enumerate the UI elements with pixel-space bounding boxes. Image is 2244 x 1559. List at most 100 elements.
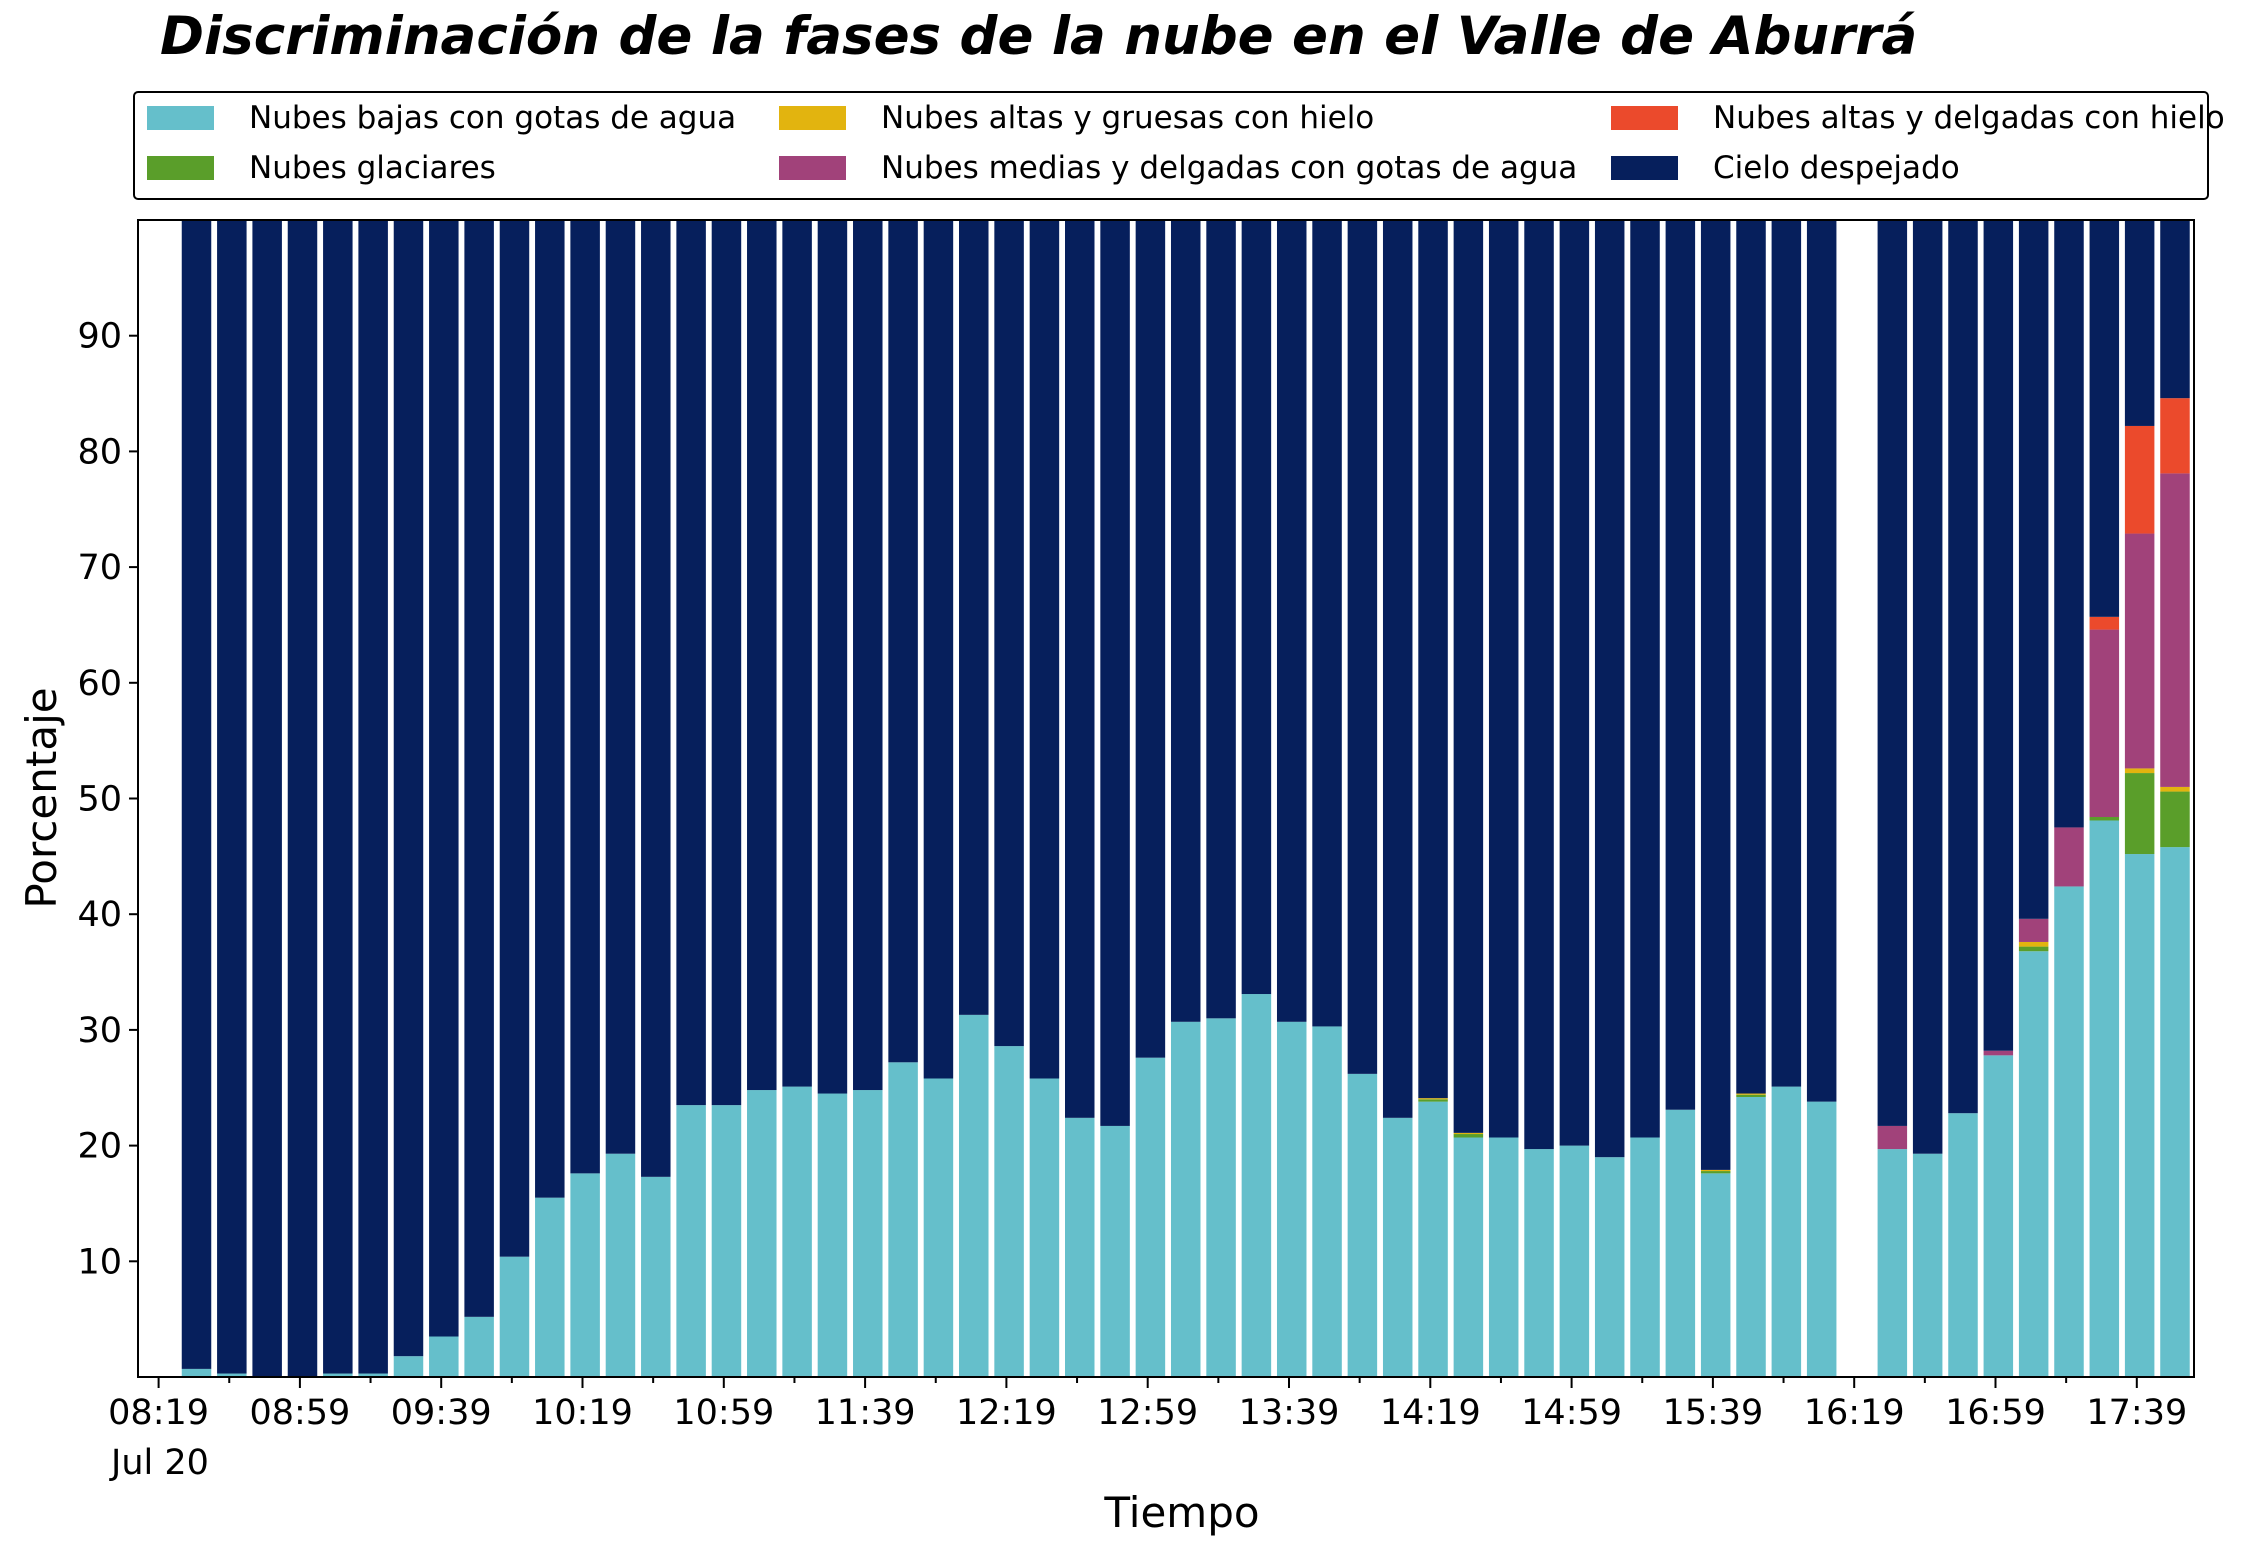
bar-segment-s5-50 <box>1948 220 1978 1114</box>
bar-segment-s0-46 <box>1806 1101 1837 1377</box>
bar-segment-s0-9 <box>499 1256 530 1377</box>
bar-segment-s0-35 <box>1418 1101 1448 1377</box>
bar-segment-s5-35 <box>1418 220 1448 1099</box>
bar-segment-s5-8 <box>464 220 494 1317</box>
y-tick-label: 40 <box>77 895 122 935</box>
bar-segment-s0-5 <box>358 1373 388 1377</box>
bar-segment-s0-6 <box>393 1356 424 1377</box>
bar-segment-s5-55 <box>2124 220 2155 426</box>
bar-segment-s5-25 <box>1065 220 1095 1118</box>
bar-segment-s4-56 <box>2160 398 2190 474</box>
x-tick-label: 10:19 <box>532 1393 633 1433</box>
bar-segment-s5-28 <box>1170 220 1201 1022</box>
y-tick-label: 70 <box>77 548 122 588</box>
x-tick-label: 16:59 <box>1945 1393 2046 1433</box>
bar-segment-s0-29 <box>1206 1018 1236 1377</box>
y-tick-label: 10 <box>77 1242 122 1282</box>
bar-segment-s5-52 <box>2018 220 2049 919</box>
bar-segment-s0-56 <box>2160 847 2190 1377</box>
bar-segment-s1-52 <box>2018 946 2049 952</box>
bar-segment-s5-45 <box>1771 220 1802 1087</box>
y-tick-label: 30 <box>77 1011 122 1051</box>
bar-segment-s0-31 <box>1276 1021 1307 1377</box>
y-axis-label: Porcentaje <box>17 687 66 908</box>
legend-swatch <box>147 106 214 130</box>
bar-segment-s0-37 <box>1488 1137 1519 1377</box>
legend-swatch <box>779 106 846 130</box>
bar-segment-s5-29 <box>1206 220 1236 1019</box>
bar-segment-s1-55 <box>2124 773 2155 855</box>
legend-entry-nubes-altas-gruesas: Nubes altas y gruesas con hielo <box>779 96 1374 140</box>
x-tick-label: 16:19 <box>1804 1393 1905 1433</box>
bar-segment-s0-18 <box>817 1093 848 1377</box>
bar-segment-s5-16 <box>747 220 777 1091</box>
bar-segment-s0-51 <box>1983 1055 2014 1377</box>
bar-segment-s1-44 <box>1736 1094 1766 1097</box>
bar-segment-s0-20 <box>888 1062 918 1377</box>
y-tick-label: 80 <box>77 432 122 472</box>
chart-title: Discriminación de la fases de la nube en… <box>160 6 1918 67</box>
y-tick-label: 20 <box>77 1127 122 1167</box>
legend-label: Nubes medias y delgadas con gotas de agu… <box>881 150 1578 186</box>
bar-segment-s0-25 <box>1065 1117 1095 1377</box>
bar-segment-s1-43 <box>1700 1171 1731 1174</box>
legend-entry-nubes-glaciares: Nubes glaciares <box>147 146 496 190</box>
bar-segment-s0-38 <box>1524 1149 1554 1377</box>
bar-segment-s0-36 <box>1453 1137 1484 1377</box>
bar-segment-s5-38 <box>1524 220 1554 1150</box>
y-tick-label: 90 <box>77 317 122 357</box>
bar-segment-s5-36 <box>1453 220 1484 1133</box>
bar-segment-s2-36 <box>1453 1132 1484 1135</box>
bar-segment-s3-54 <box>2089 629 2120 818</box>
bar-segment-s2-52 <box>2018 941 2049 947</box>
x-tick-label: 10:59 <box>673 1393 774 1433</box>
bar-segment-s0-33 <box>1347 1073 1378 1377</box>
bar-segment-s5-44 <box>1736 220 1766 1094</box>
bar-segment-s5-54 <box>2089 220 2120 617</box>
legend-entry-nubes-altas-delgadas: Nubes altas y delgadas con hielo <box>1611 96 2225 140</box>
bar-segment-s0-16 <box>747 1090 777 1377</box>
bar-segment-s0-21 <box>923 1078 954 1377</box>
legend-label: Nubes altas y gruesas con hielo <box>881 100 1375 136</box>
bar-segment-s5-19 <box>853 220 883 1091</box>
x-tick-label: 12:59 <box>1097 1393 1198 1433</box>
bar-segment-s0-24 <box>1029 1078 1060 1377</box>
bar-segment-s5-2 <box>252 220 282 1377</box>
y-tick-label: 60 <box>77 664 122 704</box>
bar-segment-s5-48 <box>1877 220 1908 1126</box>
bar-segment-s1-54 <box>2089 817 2120 821</box>
bar-segment-s0-8 <box>464 1316 494 1377</box>
bar-segment-s0-13 <box>641 1176 671 1377</box>
bar-segment-s5-18 <box>817 220 848 1094</box>
bar-segment-s0-42 <box>1665 1109 1696 1377</box>
bar-segment-s0-41 <box>1630 1137 1660 1377</box>
bar-segment-s5-40 <box>1594 220 1625 1158</box>
bar-segment-s5-15 <box>711 220 742 1106</box>
x-tick-label: 11:39 <box>815 1393 916 1433</box>
bar-segment-s0-27 <box>1135 1057 1166 1377</box>
bar-segment-s0-19 <box>853 1090 883 1377</box>
legend-swatch <box>147 156 214 180</box>
legend-swatch <box>779 156 846 180</box>
bar-segment-s5-56 <box>2160 220 2190 399</box>
bar-segment-s0-52 <box>2018 951 2049 1377</box>
bar-segment-s5-1 <box>217 220 247 1374</box>
bar-segment-s5-23 <box>994 220 1024 1047</box>
legend: Nubes bajas con gotas de agua Nubes glac… <box>133 91 2225 200</box>
bar-segment-s0-53 <box>2054 886 2084 1377</box>
bar-segment-s0-22 <box>959 1014 989 1377</box>
bar-segment-s0-14 <box>676 1105 706 1377</box>
bar-segment-s0-32 <box>1312 1026 1342 1377</box>
bar-segment-s1-56 <box>2160 791 2190 848</box>
bar-segment-s5-37 <box>1488 220 1519 1138</box>
bar-segment-s5-6 <box>393 220 424 1357</box>
bar-segment-s2-35 <box>1418 1098 1448 1100</box>
legend-label: Nubes altas y delgadas con hielo <box>1713 100 2225 136</box>
bar-segment-s0-44 <box>1736 1097 1766 1377</box>
y-tick-label: 50 <box>77 780 122 820</box>
bar-segment-s2-43 <box>1700 1169 1731 1172</box>
bar-segment-s5-13 <box>641 220 671 1177</box>
bar-segment-s5-4 <box>323 220 353 1374</box>
bar-segment-s2-55 <box>2124 768 2155 774</box>
